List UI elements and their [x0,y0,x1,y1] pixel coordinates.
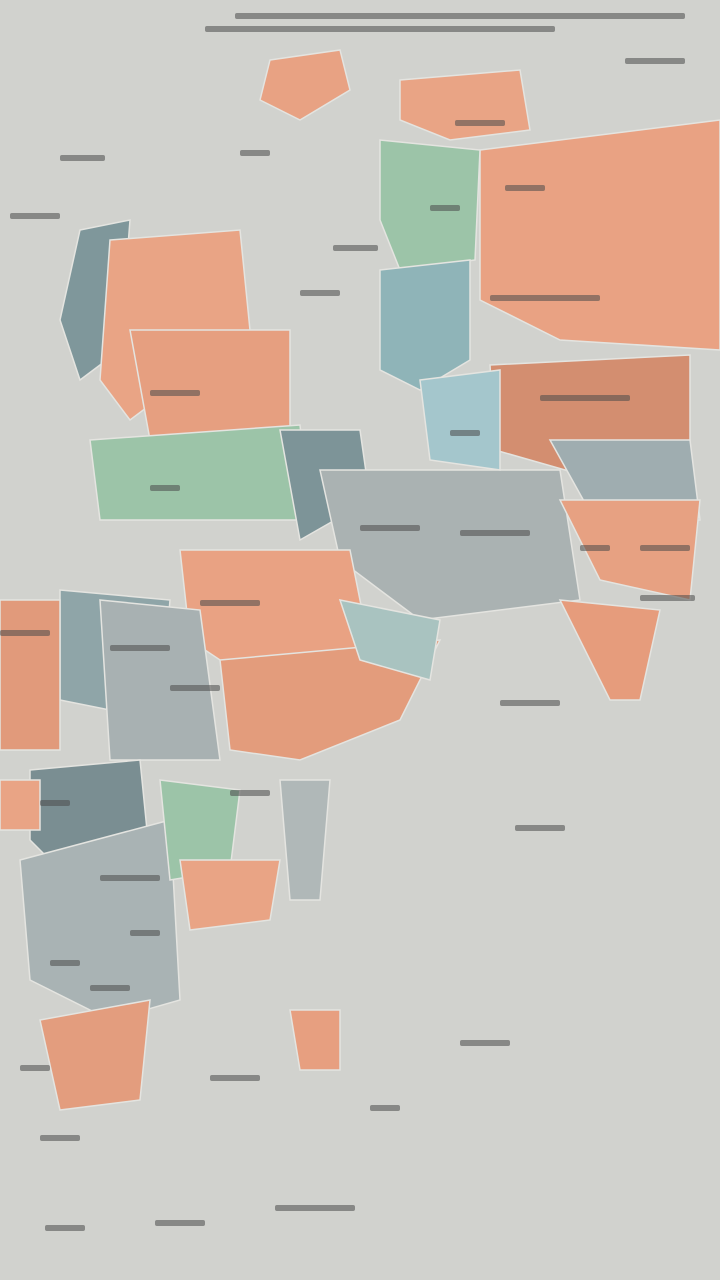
label-blob [275,1205,355,1211]
label-blob [360,525,420,531]
label-blob [150,485,180,491]
label-blob [0,630,50,636]
label-blob [170,685,220,691]
label-blob [110,645,170,651]
region [0,599,61,751]
region [419,369,501,471]
region [558,599,661,701]
label-blob [450,430,480,436]
label-blob [490,295,600,301]
label-blob [90,985,130,991]
region [129,329,291,441]
region [289,1009,341,1071]
label-blob [40,1135,80,1141]
region [379,139,481,271]
label-blob [370,1105,400,1111]
label-blob [45,1225,85,1231]
label-blob [235,13,685,19]
region [319,469,581,621]
label-blob [210,1075,260,1081]
region [39,999,151,1111]
label-blob [200,600,260,606]
label-blob [50,960,80,966]
label-blob [640,595,695,601]
label-blob [515,825,565,831]
regions [0,49,720,1111]
label-blob [40,800,70,806]
label-blob [240,150,270,156]
region [0,779,41,831]
labels [0,13,695,1231]
label-blob [455,120,505,126]
label-blob [100,875,160,881]
label-blob [155,1220,205,1226]
region [379,259,471,391]
label-blob [10,213,60,219]
label-blob [500,700,560,706]
label-blob [625,58,685,64]
label-blob [460,1040,510,1046]
region [179,859,281,931]
label-blob [20,1065,50,1071]
label-blob [540,395,630,401]
label-blob [430,205,460,211]
region [279,779,331,901]
label-blob [300,290,340,296]
label-blob [150,390,200,396]
label-blob [460,530,530,536]
region [99,599,221,761]
label-blob [505,185,545,191]
region [259,49,351,121]
label-blob [640,545,690,551]
region [338,599,441,681]
label-blob [60,155,105,161]
label-blob [230,790,270,796]
label-blob [130,930,160,936]
label-blob [205,26,555,32]
label-blob [580,545,610,551]
label-blob [333,245,378,251]
region [479,119,720,351]
region [89,424,311,521]
